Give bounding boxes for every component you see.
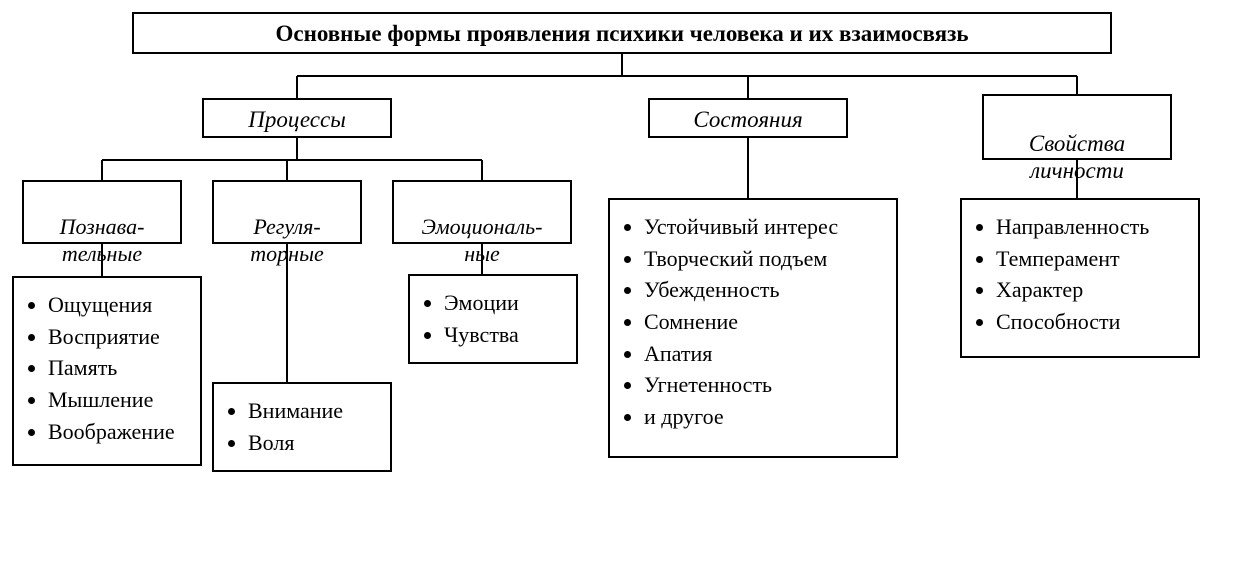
list-cognitive-items: Ощущения Восприятие Память Мышление Вооб… xyxy=(24,290,186,446)
list-emotional: Эмоции Чувства xyxy=(408,274,578,364)
list-item: Восприятие xyxy=(48,322,186,352)
category-processes-label: Процессы xyxy=(248,107,346,132)
list-item: Внимание xyxy=(248,396,376,426)
root-title: Основные формы проявления психики челове… xyxy=(132,12,1112,54)
list-traits-items: Направленность Темперамент Характер Спос… xyxy=(972,212,1184,337)
sub-emotional-label: Эмоциональ- ные xyxy=(422,214,543,265)
sub-emotional: Эмоциональ- ные xyxy=(392,180,572,244)
category-states: Состояния xyxy=(648,98,848,138)
diagram-canvas: Основные формы проявления психики челове… xyxy=(12,12,1230,566)
list-item: Угнетенность xyxy=(644,370,882,400)
category-states-label: Состояния xyxy=(693,107,802,132)
list-item: Мышление xyxy=(48,385,186,415)
sub-cognitive: Познава- тельные xyxy=(22,180,182,244)
list-regulatory: Внимание Воля xyxy=(212,382,392,472)
sub-regulatory: Регуля- торные xyxy=(212,180,362,244)
list-states: Устойчивый интерес Творческий подъем Убе… xyxy=(608,198,898,458)
list-item: Апатия xyxy=(644,339,882,369)
list-item: и другое xyxy=(644,402,882,432)
list-item: Убежденность xyxy=(644,275,882,305)
root-title-text: Основные формы проявления психики челове… xyxy=(275,21,968,46)
list-item: Ощущения xyxy=(48,290,186,320)
list-item: Эмоции xyxy=(444,288,562,318)
list-regulatory-items: Внимание Воля xyxy=(224,396,376,457)
list-traits: Направленность Темперамент Характер Спос… xyxy=(960,198,1200,358)
sub-regulatory-label: Регуля- торные xyxy=(250,214,323,265)
sub-cognitive-label: Познава- тельные xyxy=(60,214,145,265)
list-emotional-items: Эмоции Чувства xyxy=(420,288,562,349)
list-item: Направленность xyxy=(996,212,1184,242)
list-item: Воображение xyxy=(48,417,186,447)
list-item: Способности xyxy=(996,307,1184,337)
category-traits-label: Свойства личности xyxy=(1029,131,1125,184)
list-item: Устойчивый интерес xyxy=(644,212,882,242)
category-processes: Процессы xyxy=(202,98,392,138)
list-states-items: Устойчивый интерес Творческий подъем Убе… xyxy=(620,212,882,432)
list-cognitive: Ощущения Восприятие Память Мышление Вооб… xyxy=(12,276,202,466)
list-item: Память xyxy=(48,353,186,383)
list-item: Темперамент xyxy=(996,244,1184,274)
list-item: Чувства xyxy=(444,320,562,350)
list-item: Творческий подъем xyxy=(644,244,882,274)
list-item: Воля xyxy=(248,428,376,458)
category-traits: Свойства личности xyxy=(982,94,1172,160)
list-item: Сомнение xyxy=(644,307,882,337)
list-item: Характер xyxy=(996,275,1184,305)
